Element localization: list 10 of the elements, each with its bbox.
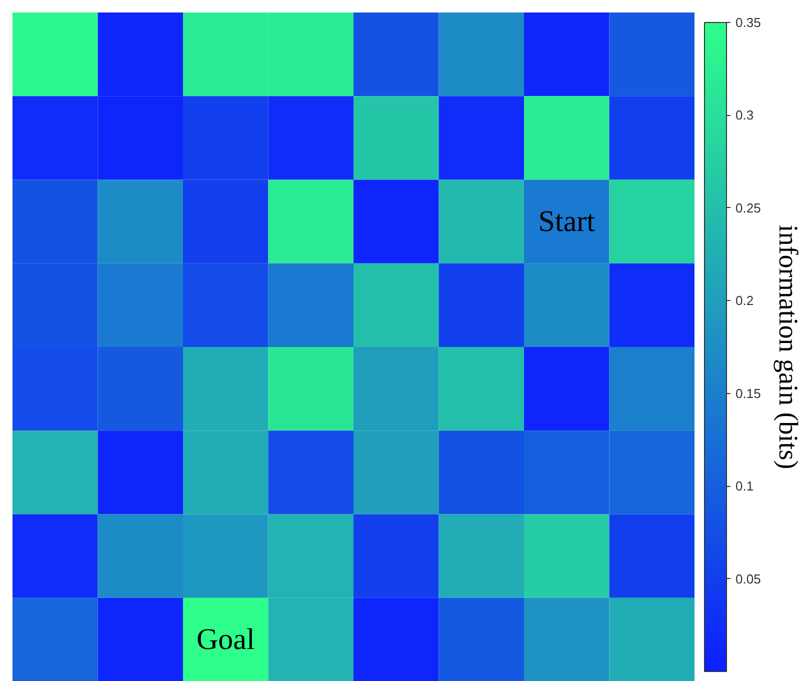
data-label: Start bbox=[538, 205, 596, 238]
color-bar-title: information gain (bits) bbox=[774, 224, 804, 470]
color-bar-label: 0.35 bbox=[736, 15, 761, 30]
data-label: Goal bbox=[196, 623, 255, 656]
color-bar-label: 0.15 bbox=[736, 386, 761, 401]
color-bar-label: 0.2 bbox=[736, 293, 754, 308]
color-bar-label: 0.1 bbox=[736, 478, 754, 494]
color-bar-label: 0.05 bbox=[736, 571, 761, 586]
color-bar-label: 0.25 bbox=[736, 200, 761, 216]
color-bar-label: 0.3 bbox=[736, 108, 754, 123]
